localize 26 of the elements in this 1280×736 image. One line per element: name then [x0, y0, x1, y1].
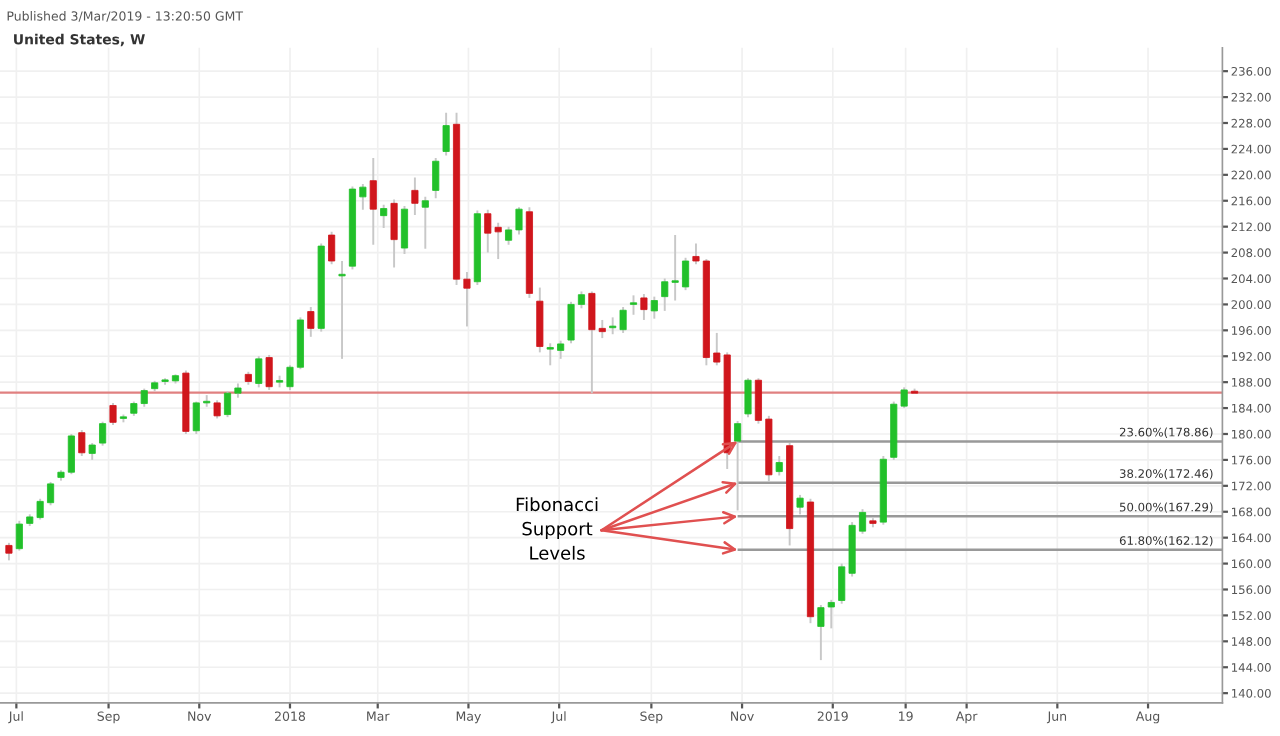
- candlestick: [629, 294, 638, 316]
- candlestick: [328, 230, 336, 266]
- candlestick: [775, 455, 783, 477]
- candlestick: [400, 204, 409, 255]
- candlestick: [650, 295, 658, 320]
- candlestick: [255, 355, 263, 389]
- candlestick: [307, 306, 315, 338]
- candlestick: [640, 293, 648, 321]
- annotation: Fibonacci Support Levels: [516, 497, 598, 560]
- candlestick: [390, 198, 398, 269]
- candlestick: [338, 260, 346, 360]
- candlestick: [421, 195, 429, 250]
- candlestick: [213, 399, 221, 420]
- candlestick: [734, 420, 742, 512]
- candlestick: [744, 377, 752, 419]
- candlestick: [442, 111, 450, 157]
- candlestick: [99, 420, 107, 447]
- candlestick: [380, 203, 388, 229]
- candlestick: [411, 176, 419, 216]
- candlestick: [109, 401, 117, 426]
- candlestick: [432, 157, 440, 200]
- candlestick: [536, 286, 544, 354]
- candlestick: [78, 429, 86, 457]
- candlestick: [265, 353, 273, 391]
- candlestick: [369, 157, 377, 246]
- candlestick: [796, 493, 804, 516]
